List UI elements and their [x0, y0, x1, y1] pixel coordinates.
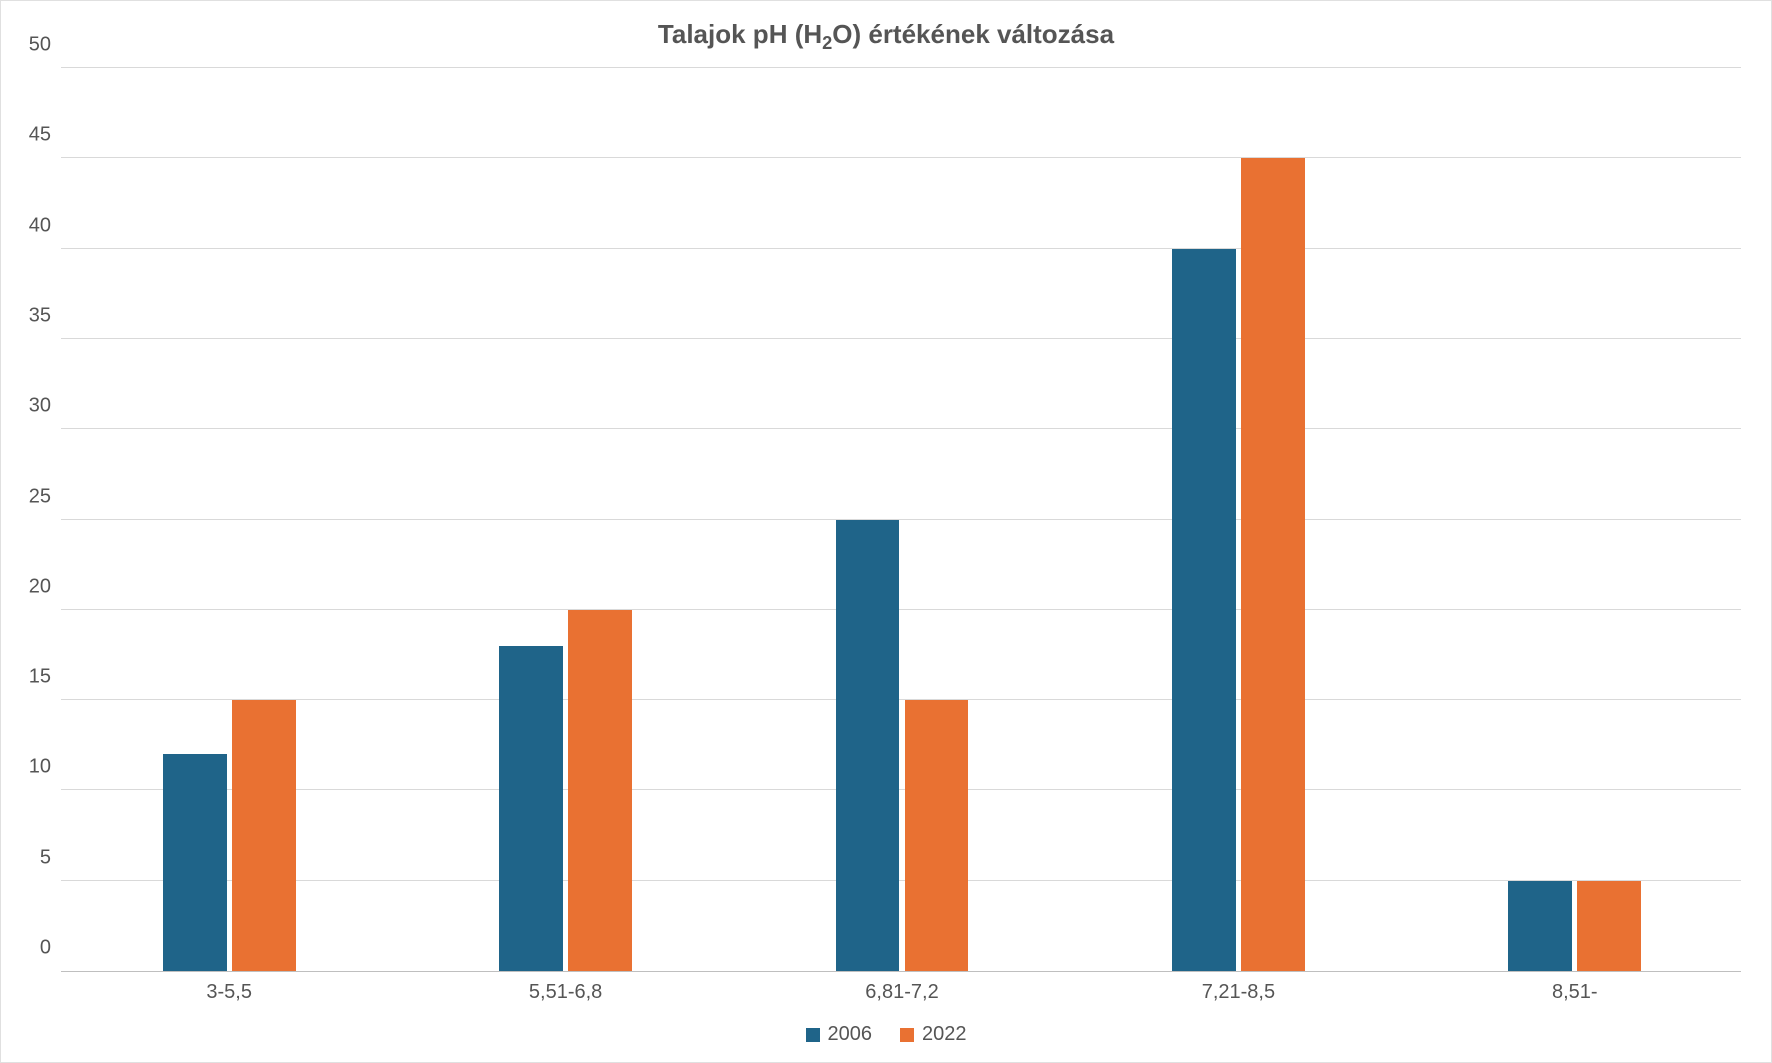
gridline: [61, 789, 1741, 790]
legend-item-2022: 2022: [900, 1023, 967, 1046]
legend: 2006 2022: [1, 1023, 1771, 1046]
bar-2006-7,21-8,5: [1172, 249, 1236, 971]
y-axis-label: 15: [29, 666, 61, 689]
legend-swatch: [900, 1028, 914, 1042]
legend-label: 2022: [922, 1023, 967, 1046]
gridline: [61, 338, 1741, 339]
bar-2006-8,51-: [1508, 881, 1572, 971]
bar-2022-3-5,5: [232, 700, 296, 971]
ph-chart: Talajok pH (H2O) értékének változása 051…: [0, 0, 1772, 1063]
y-axis-label: 50: [29, 34, 61, 57]
x-axis-label: 8,51-: [1552, 981, 1598, 1004]
bar-2006-3-5,5: [163, 754, 227, 971]
x-axis-label: 7,21-8,5: [1202, 981, 1275, 1004]
y-axis-label: 45: [29, 124, 61, 147]
y-axis-label: 20: [29, 575, 61, 598]
chart-title: Talajok pH (H2O) értékének változása: [1, 19, 1771, 54]
y-axis-label: 40: [29, 214, 61, 237]
plot-area: 051015202530354045503-5,55,51-6,86,81-7,…: [61, 71, 1741, 972]
gridline: [61, 880, 1741, 881]
gridline: [61, 609, 1741, 610]
bar-2022-5,51-6,8: [568, 610, 632, 971]
y-axis-label: 35: [29, 304, 61, 327]
bar-2022-8,51-: [1577, 881, 1641, 971]
y-axis-label: 0: [40, 937, 61, 960]
y-axis-label: 25: [29, 485, 61, 508]
legend-swatch: [806, 1028, 820, 1042]
bar-2022-7,21-8,5: [1241, 158, 1305, 971]
bar-2006-5,51-6,8: [499, 646, 563, 971]
gridline: [61, 157, 1741, 158]
gridline: [61, 699, 1741, 700]
gridline: [61, 248, 1741, 249]
x-axis-label: 5,51-6,8: [529, 981, 602, 1004]
x-axis-label: 6,81-7,2: [865, 981, 938, 1004]
legend-label: 2006: [828, 1023, 873, 1046]
bar-2006-6,81-7,2: [836, 520, 900, 972]
y-axis-label: 30: [29, 395, 61, 418]
bar-2022-6,81-7,2: [905, 700, 969, 971]
gridline: [61, 67, 1741, 68]
x-axis-label: 3-5,5: [206, 981, 252, 1004]
gridline: [61, 519, 1741, 520]
legend-item-2006: 2006: [806, 1023, 873, 1046]
y-axis-label: 5: [40, 846, 61, 869]
gridline: [61, 428, 1741, 429]
y-axis-label: 10: [29, 756, 61, 779]
